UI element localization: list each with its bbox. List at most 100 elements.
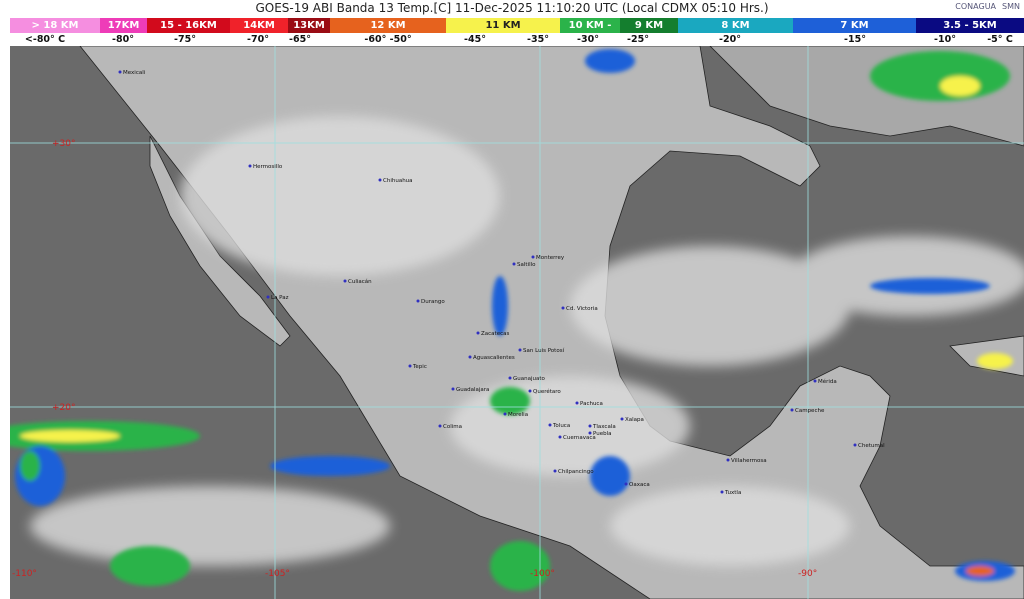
- city-dot-icon: [248, 164, 252, 168]
- temperature-label: <-80° C: [24, 34, 66, 45]
- temperature-label: -30°: [577, 34, 599, 45]
- city-marker: Durango: [416, 299, 445, 305]
- city-dot-icon: [476, 331, 480, 335]
- city-dot-icon: [343, 279, 347, 283]
- temperature-label: -20°: [719, 34, 741, 45]
- city-marker: Chihuahua: [378, 178, 413, 184]
- city-marker: Culiacán: [343, 278, 372, 285]
- agency-logos: CONAGUA SMN: [955, 2, 1020, 11]
- legend-segment: 13KM: [288, 18, 330, 33]
- city-dot-icon: [451, 387, 455, 391]
- city-marker: Mexicali: [118, 70, 146, 76]
- city-marker: Monterrey: [531, 255, 565, 261]
- temperature-label: -15°: [844, 34, 866, 45]
- city-marker: Villahermosa: [726, 458, 767, 464]
- image-title: GOES-19 ABI Banda 13 Temp.[C] 11-Dec-202…: [255, 1, 769, 15]
- graticule-label: -100°: [530, 569, 555, 579]
- city-marker: Morelia: [503, 412, 528, 418]
- city-dot-icon: [266, 295, 270, 299]
- graticule: [10, 46, 1024, 599]
- city-dot-icon: [408, 364, 412, 368]
- city-dot-icon: [553, 469, 557, 473]
- city-label: Aguascalientes: [473, 355, 515, 361]
- legend-segment: > 18 KM: [10, 18, 100, 33]
- city-label: Saltillo: [517, 262, 536, 268]
- city-marker: Guadalajara: [451, 387, 489, 393]
- city-label: Tuxtla: [724, 490, 741, 496]
- city-marker: San Luis Potosí: [518, 347, 565, 354]
- temperature-label: -70°: [247, 34, 269, 45]
- city-marker: Tlaxcala: [588, 424, 616, 430]
- city-dot-icon: [512, 262, 516, 266]
- city-dot-icon: [518, 348, 522, 352]
- city-label: Oaxaca: [629, 482, 650, 488]
- city-label: Campeche: [795, 408, 825, 414]
- temperature-label: -45°: [464, 34, 486, 45]
- legend-segment: 8 KM: [678, 18, 793, 33]
- city-dot-icon: [726, 458, 730, 462]
- city-marker: Mérida: [813, 378, 837, 385]
- city-dot-icon: [624, 482, 628, 486]
- legend-segment: 9 KM: [620, 18, 678, 33]
- legend-segment: 17KM: [100, 18, 147, 33]
- city-dot-icon: [118, 70, 122, 74]
- city-label: Cd. Victoria: [566, 306, 598, 312]
- city-marker: Campeche: [790, 408, 825, 414]
- graticule-label: +30°: [52, 139, 76, 149]
- satellite-map: +30° +20° -110° -105° -100° -90° Mexicali Herm…: [10, 46, 1024, 599]
- legend-segment: 15 - 16KM: [147, 18, 230, 33]
- graticule-label: -105°: [265, 569, 290, 579]
- temperature-label: -75°: [174, 34, 196, 45]
- city-dot-icon: [503, 412, 507, 416]
- city-dot-icon: [588, 431, 592, 435]
- city-marker: Xalapa: [620, 417, 644, 423]
- city-marker: Hermosillo: [248, 164, 283, 170]
- cloud-cover: [30, 116, 1024, 566]
- city-label: Hermosillo: [253, 164, 283, 170]
- city-marker: Puebla: [588, 431, 611, 437]
- city-dot-icon: [531, 255, 535, 259]
- city-marker: Colima: [438, 424, 462, 430]
- temperature-label: -80°: [112, 34, 134, 45]
- conagua-logo: CONAGUA: [955, 2, 997, 11]
- city-label: Monterrey: [536, 255, 565, 261]
- city-label: Pachuca: [580, 401, 603, 407]
- city-marker: La Paz: [266, 295, 289, 301]
- city-label: San Luis Potosí: [523, 347, 565, 354]
- city-marker: Toluca: [548, 423, 570, 429]
- city-marker: Querétaro: [528, 388, 561, 395]
- graticule-label: -110°: [12, 569, 37, 579]
- graticule-label: -90°: [798, 569, 817, 579]
- legend-segment: 14KM: [230, 18, 288, 33]
- city-marker: Chetumal: [853, 443, 885, 449]
- city-marker: Pachuca: [575, 401, 603, 407]
- city-dot-icon: [416, 299, 420, 303]
- temperature-label: -10°: [934, 34, 956, 45]
- city-label: Culiacán: [348, 278, 372, 285]
- city-label: Chilpancingo: [558, 469, 594, 475]
- city-marker: Oaxaca: [624, 482, 650, 488]
- city-label: Mexicali: [123, 70, 146, 76]
- city-dot-icon: [561, 306, 565, 310]
- city-dot-icon: [438, 424, 442, 428]
- city-dot-icon: [468, 355, 472, 359]
- city-label: Mérida: [818, 378, 837, 385]
- city-marker: Cd. Victoria: [561, 306, 598, 312]
- city-label: Morelia: [508, 412, 528, 418]
- city-marker: Tepic: [408, 364, 427, 370]
- convective-clouds: [10, 49, 1015, 591]
- legend-segment: 11 KM: [446, 18, 560, 33]
- legend-segment: 3.5 - 5KM: [916, 18, 1024, 33]
- city-dot-icon: [620, 417, 624, 421]
- city-dot-icon: [528, 389, 532, 393]
- city-dot-icon: [378, 178, 382, 182]
- city-label: Puebla: [593, 431, 611, 437]
- city-marker: Zacatecas: [476, 331, 509, 337]
- city-label: Zacatecas: [481, 331, 509, 337]
- city-dot-icon: [588, 424, 592, 428]
- city-marker: Cuernavaca: [558, 435, 596, 441]
- temperature-label: -65°: [289, 34, 311, 45]
- city-label: Guanajuato: [513, 376, 546, 382]
- city-label: Tlaxcala: [592, 424, 616, 430]
- city-label: La Paz: [271, 295, 289, 301]
